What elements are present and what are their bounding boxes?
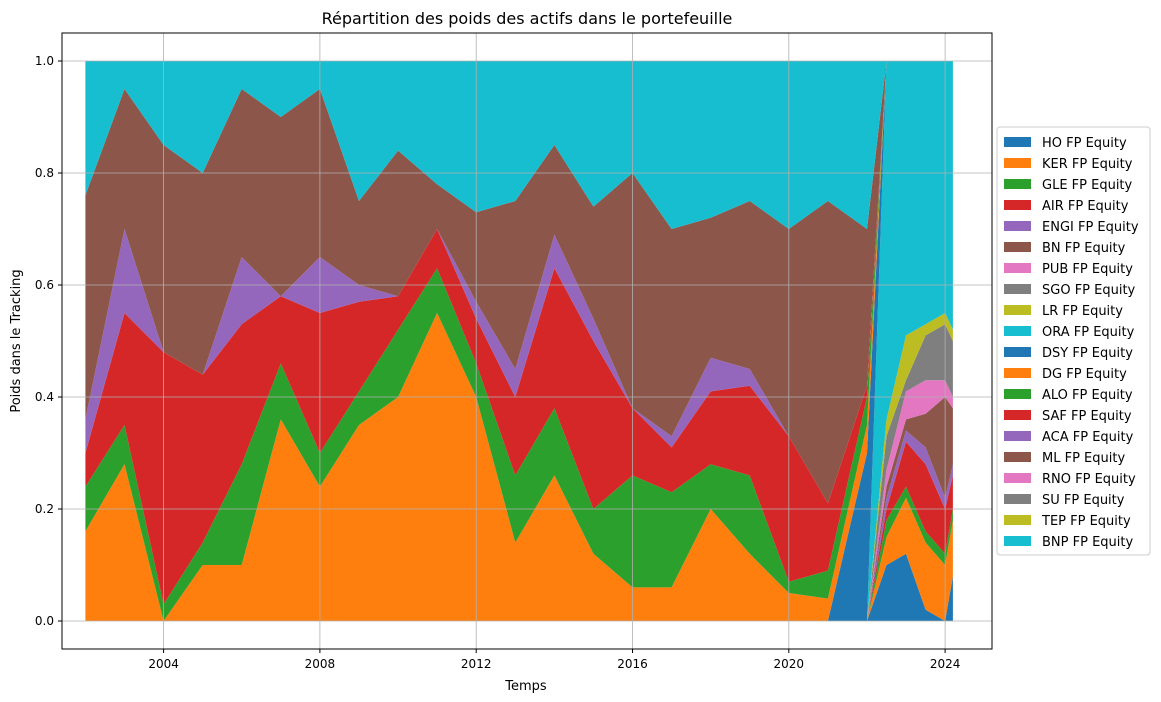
legend-swatch bbox=[1004, 368, 1031, 378]
legend-label: PUB FP Equity bbox=[1042, 262, 1133, 277]
area-series-bnp-fp-equity bbox=[85, 61, 953, 229]
legend-label: ORA FP Equity bbox=[1042, 325, 1135, 340]
legend-label: DSY FP Equity bbox=[1042, 346, 1133, 361]
x-tick-label: 2008 bbox=[305, 657, 336, 671]
legend-box bbox=[996, 126, 1151, 556]
legend-label: DG FP Equity bbox=[1042, 367, 1127, 382]
legend-label: SU FP Equity bbox=[1042, 493, 1125, 508]
y-axis: 0.0 0.2 0.4 0.6 0.8 1.0 bbox=[35, 54, 62, 628]
y-axis-label: Poids dans le Tracking bbox=[9, 269, 24, 412]
legend-swatch bbox=[1004, 158, 1031, 168]
legend-label: KER FP Equity bbox=[1042, 157, 1133, 172]
legend-swatch bbox=[1004, 179, 1031, 189]
legend-swatch bbox=[1004, 515, 1031, 525]
area-series-dsy-fp-equity bbox=[85, 61, 953, 621]
legend-swatch bbox=[1004, 221, 1031, 231]
legend-label: TEP FP Equity bbox=[1041, 514, 1131, 529]
plot-area bbox=[61, 32, 993, 650]
x-tick-label: 2024 bbox=[930, 657, 961, 671]
area-series-ml-fp-equity bbox=[85, 61, 953, 504]
area-series-saf-fp-equity bbox=[85, 61, 953, 605]
legend-label: RNO FP Equity bbox=[1042, 472, 1136, 487]
y-tick-label: 0.2 bbox=[35, 502, 54, 516]
legend-label: AIR FP Equity bbox=[1042, 199, 1129, 214]
legend-swatch bbox=[1004, 452, 1031, 462]
y-tick-label: 0.4 bbox=[35, 390, 54, 404]
legend-label: BNP FP Equity bbox=[1042, 535, 1133, 550]
legend-swatch bbox=[1004, 137, 1031, 147]
legend-swatch bbox=[1004, 536, 1031, 546]
legend-swatch bbox=[1004, 494, 1031, 504]
y-tick-label: 0.8 bbox=[35, 166, 54, 180]
y-tick-label: 0.0 bbox=[35, 614, 54, 628]
legend-swatch bbox=[1004, 242, 1031, 252]
chart-title: Répartition des poids des actifs dans le… bbox=[322, 9, 733, 28]
legend-swatch bbox=[1004, 326, 1031, 336]
area-series-dg-fp-equity bbox=[85, 61, 953, 621]
legend-label: ENGI FP Equity bbox=[1042, 220, 1139, 235]
legend-swatch bbox=[1004, 389, 1031, 399]
legend-swatch bbox=[1004, 305, 1031, 315]
x-tick-label: 2004 bbox=[148, 657, 179, 671]
legend-label: ALO FP Equity bbox=[1042, 388, 1133, 403]
y-tick-label: 0.6 bbox=[35, 278, 54, 292]
legend: HO FP Equity KER FP Equity GLE FP Equity AI… bbox=[996, 126, 1151, 556]
legend-label: GLE FP Equity bbox=[1042, 178, 1133, 193]
area-series-alo-fp-equity bbox=[85, 61, 953, 621]
x-tick-label: 2020 bbox=[774, 657, 805, 671]
x-axis-label: Temps bbox=[504, 679, 547, 694]
legend-swatch bbox=[1004, 431, 1031, 441]
x-tick-label: 2012 bbox=[461, 657, 492, 671]
legend-swatch bbox=[1004, 263, 1031, 273]
legend-label: SAF FP Equity bbox=[1042, 409, 1132, 424]
legend-label: SGO FP Equity bbox=[1042, 283, 1136, 298]
y-tick-label: 1.0 bbox=[35, 54, 54, 68]
legend-label: ACA FP Equity bbox=[1042, 430, 1134, 445]
legend-label: ML FP Equity bbox=[1042, 451, 1125, 466]
legend-swatch bbox=[1004, 200, 1031, 210]
legend-label: BN FP Equity bbox=[1042, 241, 1126, 256]
legend-label: HO FP Equity bbox=[1042, 136, 1127, 151]
area-series-aca-fp-equity bbox=[85, 61, 953, 504]
x-axis: 2004 2008 2012 2016 2020 2024 bbox=[148, 649, 960, 671]
legend-swatch bbox=[1004, 473, 1031, 483]
legend-label: LR FP Equity bbox=[1042, 304, 1123, 319]
legend-swatch bbox=[1004, 410, 1031, 420]
x-tick-label: 2016 bbox=[617, 657, 648, 671]
legend-swatch bbox=[1004, 284, 1031, 294]
plot-frame bbox=[61, 32, 993, 650]
legend-swatch bbox=[1004, 347, 1031, 357]
